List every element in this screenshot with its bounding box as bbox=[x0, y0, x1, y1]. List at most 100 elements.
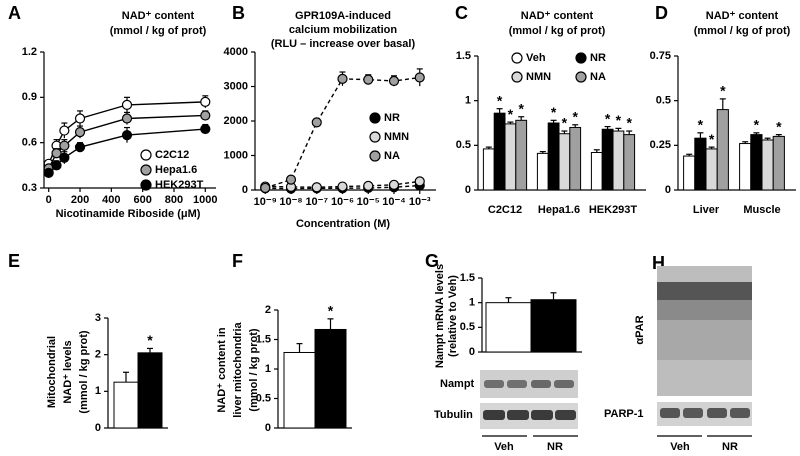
legend-label: NR bbox=[384, 112, 400, 124]
significance: * bbox=[616, 112, 622, 128]
x-tick-label: 10⁻⁵ bbox=[357, 196, 380, 208]
significance: * bbox=[572, 108, 578, 124]
y-axis-label: Mitochondrial bbox=[46, 336, 58, 408]
x-tick-label: 10⁻⁶ bbox=[331, 196, 354, 208]
y-axis-label: (mmol / kg prot) bbox=[78, 330, 90, 413]
y-tick-label: 0.6 bbox=[22, 137, 37, 149]
bar bbox=[558, 133, 571, 191]
panel-letter: C bbox=[455, 3, 468, 23]
bar bbox=[590, 151, 603, 191]
bar bbox=[623, 134, 636, 191]
point bbox=[388, 75, 400, 87]
legend-label: NMN bbox=[526, 71, 551, 83]
point bbox=[337, 181, 348, 192]
legend-label: NA bbox=[590, 71, 606, 83]
point bbox=[59, 125, 70, 136]
significance: * bbox=[754, 117, 760, 133]
point bbox=[337, 73, 348, 85]
significance: * bbox=[508, 106, 514, 122]
group-label: NR bbox=[722, 441, 738, 453]
point bbox=[285, 174, 297, 185]
y-tick-label: 0 bbox=[95, 422, 101, 434]
point bbox=[121, 99, 133, 110]
y-tick-label: 0.25 bbox=[650, 139, 671, 151]
chart-title: calcium mobilization bbox=[289, 24, 397, 36]
band bbox=[531, 410, 553, 420]
significance: * bbox=[709, 131, 715, 147]
bar bbox=[547, 122, 560, 191]
point bbox=[121, 130, 133, 141]
blot-h: H αPAR PARP-1 Veh NR bbox=[604, 253, 752, 453]
significance: * bbox=[698, 117, 704, 133]
y-axis-label: Nampt mRNA levels bbox=[434, 264, 446, 368]
panel-letter: F bbox=[232, 251, 243, 271]
significance: * bbox=[551, 104, 557, 120]
chart-title: GPR109A-induced bbox=[295, 10, 391, 22]
blot-g: Nampt Tubulin Veh NR bbox=[434, 370, 578, 453]
y-tick-label: 0.5 bbox=[456, 139, 471, 151]
y-tick-label: 1 bbox=[465, 95, 471, 107]
bar bbox=[601, 128, 614, 191]
blot-label: αPAR bbox=[634, 315, 646, 344]
y-axis-label: NAD⁺ levels bbox=[62, 340, 74, 403]
bar bbox=[772, 135, 785, 191]
panel-letter: E bbox=[8, 251, 20, 271]
legend-label: C2C12 bbox=[155, 149, 189, 161]
legend-marker bbox=[511, 52, 523, 64]
legend-marker bbox=[575, 71, 587, 83]
chart-subtitle: (mmol / kg of prot) bbox=[509, 25, 606, 37]
band bbox=[507, 380, 527, 388]
bar bbox=[536, 152, 549, 191]
legend-label: NR bbox=[590, 52, 606, 64]
y-tick-label: 0 bbox=[465, 184, 471, 196]
point bbox=[200, 123, 211, 135]
y-tick-label: 1.2 bbox=[22, 46, 37, 58]
bar bbox=[705, 148, 718, 191]
point bbox=[59, 140, 70, 151]
bar bbox=[113, 381, 139, 429]
point bbox=[414, 176, 425, 187]
point bbox=[51, 160, 62, 171]
y-tick-label: 3000 bbox=[224, 80, 248, 92]
panel-letter: B bbox=[232, 3, 245, 23]
point bbox=[311, 117, 322, 128]
bar bbox=[283, 351, 316, 429]
x-tick-label: 10⁻⁸ bbox=[279, 196, 302, 208]
blot-label: PARP-1 bbox=[604, 408, 644, 420]
chart-title: NAD⁺ content bbox=[706, 10, 779, 22]
legend-marker bbox=[140, 164, 152, 176]
legend-label: Hepa1.6 bbox=[155, 164, 197, 176]
significance: * bbox=[626, 115, 632, 131]
group-label: Veh bbox=[494, 441, 514, 453]
x-tick-label: 1000 bbox=[193, 194, 217, 206]
smear bbox=[657, 320, 752, 360]
y-tick-label: 1000 bbox=[224, 149, 248, 161]
legend-marker bbox=[369, 150, 381, 162]
chart-title: NAD⁺ content bbox=[521, 10, 594, 22]
x-axis-label: Nicotinamide Riboside (μM) bbox=[56, 208, 201, 220]
x-tick-label: Hepa1.6 bbox=[538, 204, 580, 216]
bar bbox=[137, 352, 163, 429]
x-tick-label: 10⁻³ bbox=[409, 196, 431, 208]
chart-subtitle: (mmol / kg of prot) bbox=[110, 25, 207, 37]
panel-letter: G bbox=[425, 251, 439, 271]
y-tick-label: 2 bbox=[95, 349, 101, 361]
bar bbox=[612, 130, 625, 191]
bar bbox=[314, 328, 347, 429]
point bbox=[121, 113, 133, 124]
x-tick-label: 800 bbox=[165, 194, 183, 206]
y-tick-label: 1 bbox=[265, 363, 271, 375]
band bbox=[660, 408, 680, 418]
band bbox=[483, 410, 505, 420]
point bbox=[311, 182, 322, 193]
blot-label: Nampt bbox=[440, 378, 475, 390]
significance: * bbox=[720, 83, 726, 99]
group-label: NR bbox=[547, 441, 563, 453]
bar bbox=[750, 134, 763, 191]
significance: * bbox=[562, 115, 568, 131]
x-tick-label: Muscle bbox=[743, 204, 780, 216]
y-tick-label: 0 bbox=[665, 184, 671, 196]
y-tick-label: 1.5 bbox=[256, 333, 271, 345]
bar bbox=[493, 112, 506, 191]
